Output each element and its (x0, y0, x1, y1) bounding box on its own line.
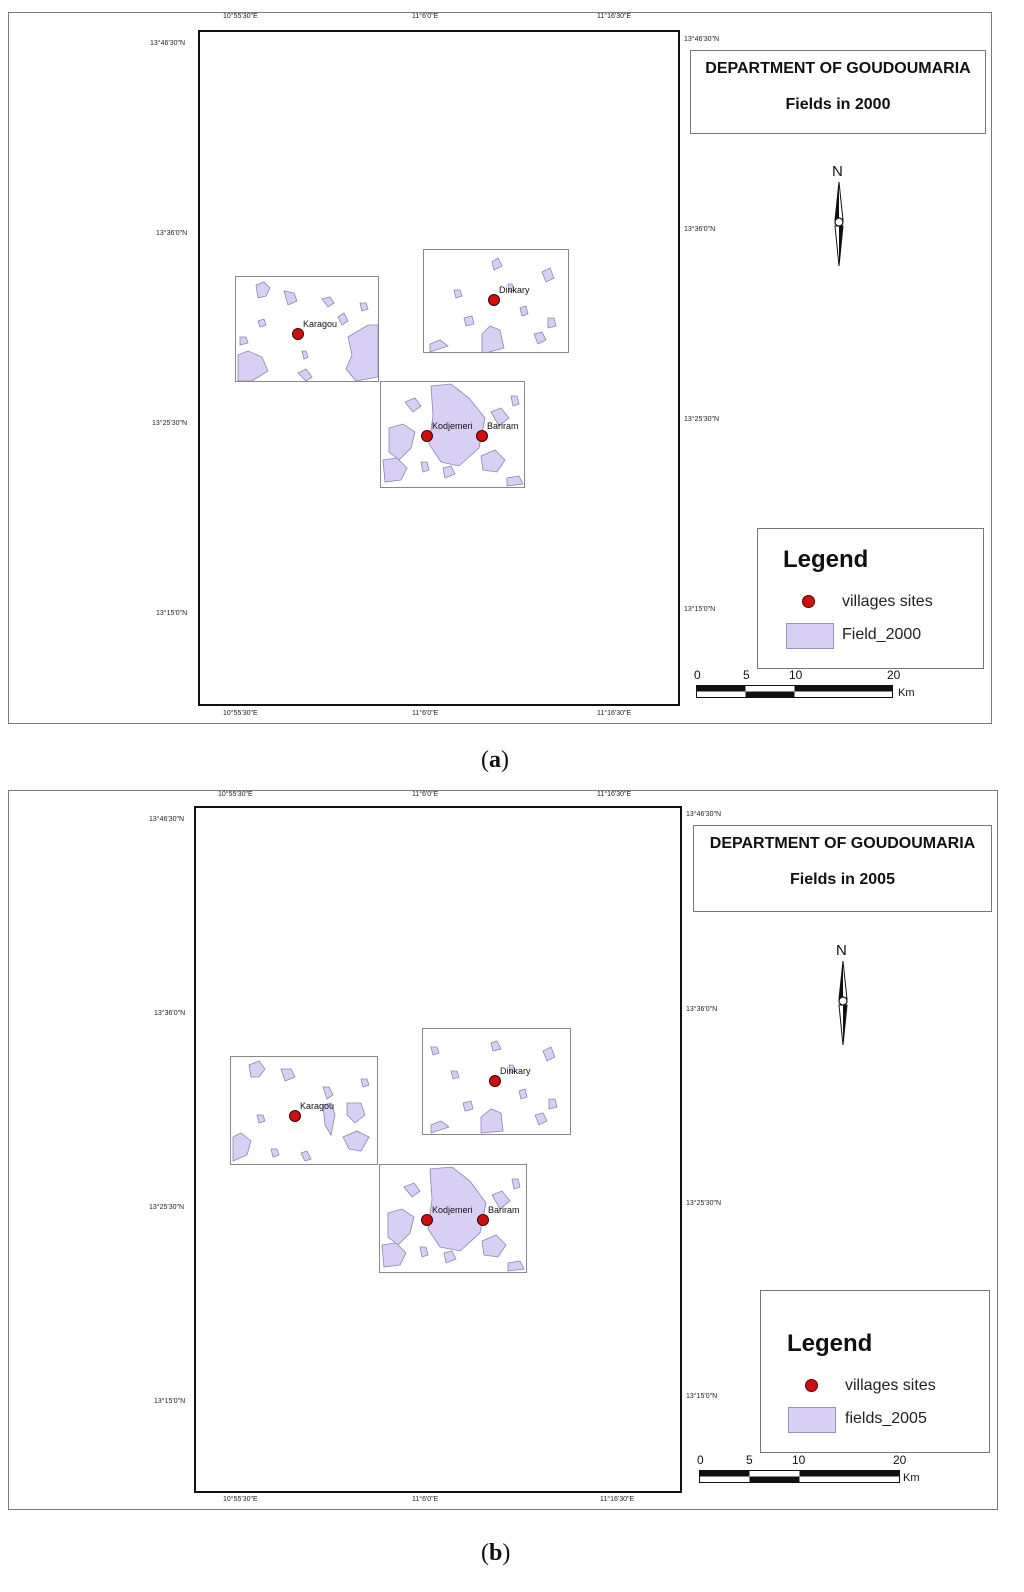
right-tick-label: 13°25'30"N (684, 416, 720, 423)
map-title-box: DEPARTMENT OF GOUDOUMARIA Fields in 2005 (693, 825, 992, 912)
scale-bar (696, 685, 893, 698)
scale-label: 0 (694, 668, 701, 682)
village-marker (477, 1214, 489, 1226)
scale-label: 20 (887, 668, 901, 682)
village-label: Dinkary (500, 1066, 531, 1076)
left-tick-label: 13°46'30"N (150, 40, 186, 47)
left-tick-label: 13°25'30"N (152, 420, 188, 427)
village-label: Kodjemeri (432, 421, 473, 431)
legend-field-swatch (786, 623, 834, 649)
legend-village-label: villages sites (845, 1377, 936, 1394)
top-tick-label: 11°6'0"E (412, 13, 439, 20)
bottom-tick-label: 11°6'0"E (412, 1496, 439, 1503)
field-polygons (382, 383, 524, 487)
map-title-box: DEPARTMENT OF GOUDOUMARIA Fields in 2000 (690, 50, 986, 134)
scale-label: 5 (746, 1453, 753, 1467)
field-polygons (237, 281, 378, 381)
bottom-tick-label: 11°16'30"E (600, 1496, 635, 1503)
village-marker (289, 1110, 301, 1122)
village-marker (421, 430, 433, 442)
top-tick-label: 11°16'30"E (597, 13, 632, 20)
left-tick-label: 13°36'0"N (154, 1010, 186, 1017)
left-tick-label: 13°15'0"N (156, 610, 188, 617)
inset-karagou (230, 1056, 378, 1165)
left-tick-label: 13°15'0"N (154, 1398, 186, 1405)
legend-field-label: fields_2005 (845, 1410, 927, 1427)
right-tick-label: 13°25'30"N (686, 1200, 722, 1207)
village-label: Dinkary (499, 285, 530, 295)
legend-village-symbol (805, 1379, 818, 1392)
caption-a: (a) (481, 747, 509, 773)
bottom-tick-label: 11°16'30"E (597, 710, 632, 717)
map-subtitle: Fields in 2005 (790, 871, 895, 888)
top-tick-label: 10°55'30"E (223, 13, 258, 20)
legend-title: Legend (783, 546, 869, 573)
right-tick-label: 13°15'0"N (684, 606, 716, 613)
bottom-tick-label: 10°55'30"E (223, 1496, 258, 1503)
north-label: N (832, 163, 843, 180)
caption-b: (b) (481, 1540, 511, 1566)
bottom-tick-label: 10°55'30"E (223, 710, 258, 717)
right-tick-label: 13°15'0"N (686, 1393, 718, 1400)
legend-field-swatch (788, 1407, 836, 1433)
village-marker (476, 430, 488, 442)
field-polygons (232, 1060, 370, 1162)
north-arrow-icon (838, 961, 848, 1046)
field-polygons (429, 257, 557, 352)
map-subtitle: Fields in 2000 (785, 96, 891, 113)
top-tick-label: 10°55'30"E (218, 791, 253, 798)
bottom-tick-label: 11°6'0"E (412, 710, 439, 717)
right-tick-label: 13°36'0"N (686, 1006, 718, 1013)
right-tick-label: 13°36'0"N (684, 226, 716, 233)
inset-kodjemeri-bariram (379, 1164, 527, 1273)
top-tick-label: 11°6'0"E (412, 791, 439, 798)
scale-label: 20 (893, 1453, 907, 1467)
village-label: Karagou (300, 1101, 335, 1111)
village-label: Kodjemeri (432, 1205, 473, 1215)
left-tick-label: 13°36'0"N (156, 230, 188, 237)
scale-label: 5 (743, 668, 750, 682)
left-tick-label: 13°46'30"N (149, 816, 185, 823)
left-tick-label: 13°25'30"N (149, 1204, 185, 1211)
map-title: DEPARTMENT OF GOUDOUMARIA (705, 60, 971, 77)
right-tick-label: 13°46'30"N (686, 811, 722, 818)
village-label: Karagou (303, 319, 338, 329)
north-label: N (836, 942, 847, 959)
scale-unit: Km (903, 1472, 920, 1484)
map-title: DEPARTMENT OF GOUDOUMARIA (709, 835, 976, 852)
field-polygons (381, 1166, 525, 1272)
right-tick-label: 13°46'30"N (684, 36, 720, 43)
inset-karagou (235, 276, 379, 382)
scale-label: 10 (789, 668, 803, 682)
north-arrow-icon (834, 182, 844, 267)
scale-label: 10 (792, 1453, 806, 1467)
scale-unit: Km (898, 687, 915, 699)
scale-label: 0 (697, 1453, 704, 1467)
legend-title: Legend (787, 1330, 873, 1357)
legend-village-label: villages sites (842, 593, 933, 610)
legend-field-label: Field_2000 (842, 626, 922, 643)
village-marker (489, 1075, 501, 1087)
village-label: Bariram (487, 421, 519, 431)
field-polygons (430, 1040, 558, 1134)
village-label: Bariram (488, 1205, 520, 1215)
village-marker (421, 1214, 433, 1226)
village-marker (488, 294, 500, 306)
scale-bar (699, 1470, 900, 1483)
inset-kodjemeri-bariram (380, 381, 525, 488)
legend-village-symbol (802, 595, 815, 608)
top-tick-label: 11°16'30"E (597, 791, 632, 798)
village-marker (292, 328, 304, 340)
